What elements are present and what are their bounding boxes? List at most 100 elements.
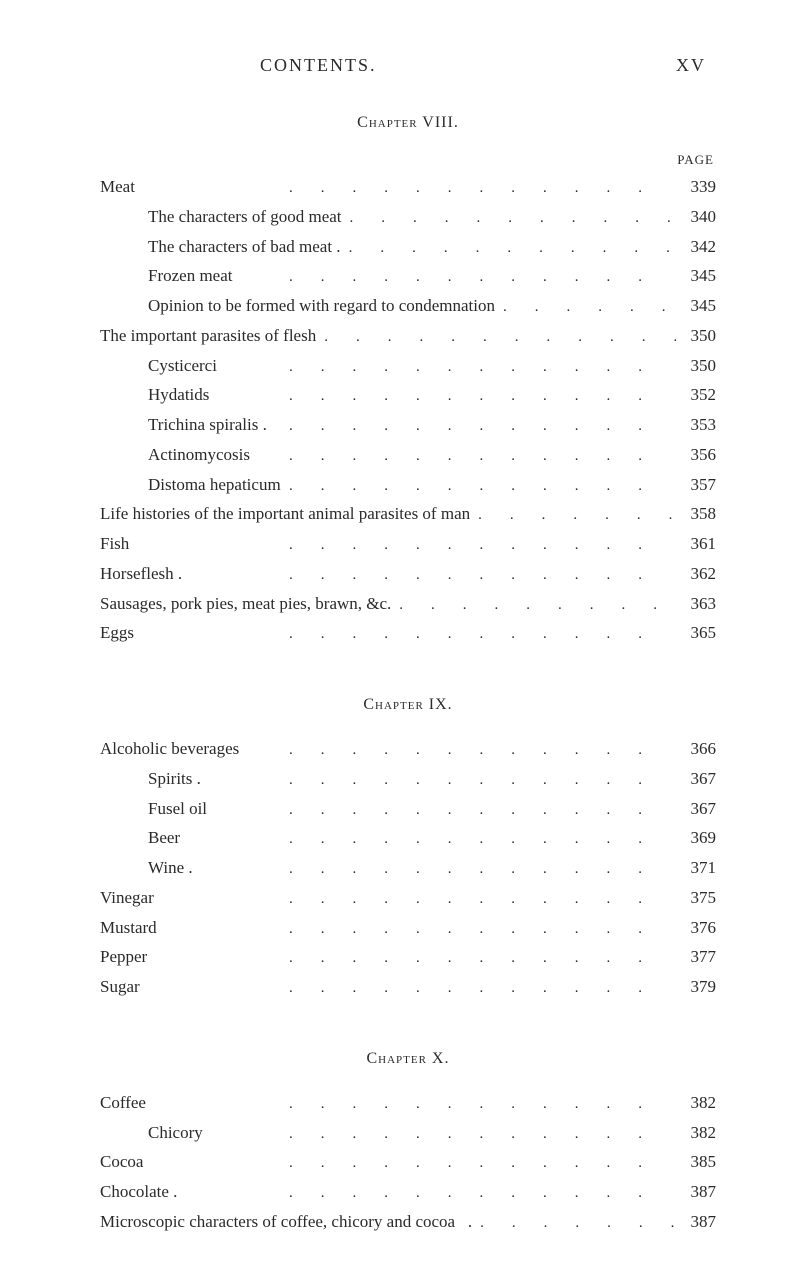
toc-entry: Opinion to be formed with regard to cond…	[100, 291, 716, 321]
toc-dot-leader: ............	[143, 1150, 676, 1176]
toc-dot-leader: ............	[472, 1210, 676, 1236]
chapter-title: Chapter VIII.	[100, 114, 716, 132]
toc-entry-page: 362	[676, 559, 716, 589]
toc-entry-page: 342	[676, 232, 716, 262]
toc-entry-page: 367	[676, 764, 716, 794]
toc-entry-label: Distoma hepaticum	[100, 470, 281, 500]
toc-dot-leader: ............	[180, 826, 676, 852]
toc-entry-label: The important parasites of flesh	[100, 321, 316, 351]
toc-entry-label: Actinomycosis	[100, 440, 250, 470]
page-column-label: PAGE	[100, 152, 714, 168]
toc-entry: Cysticerci............350	[100, 351, 716, 381]
toc-entry: Coffee............382	[100, 1088, 716, 1118]
toc-entry: Spirits .............367	[100, 764, 716, 794]
toc-entry-label: Frozen meat	[100, 261, 233, 291]
toc-entry: Eggs............365	[100, 618, 716, 648]
toc-dot-leader: ............	[470, 502, 676, 528]
toc-entry-label: Mustard	[100, 913, 157, 943]
toc-entry-page: 382	[676, 1118, 716, 1148]
toc-dot-leader: ............	[342, 205, 676, 231]
toc-dot-leader: ............	[135, 175, 676, 201]
toc-entry-page: 339	[676, 172, 716, 202]
page-header: CONTENTS. XV	[100, 55, 716, 76]
header-page-roman: XV	[676, 55, 706, 76]
toc-dot-leader: ............	[182, 562, 676, 588]
toc-entry-label: The characters of bad meat .	[100, 232, 341, 262]
toc-entry: Alcoholic beverages............366	[100, 734, 716, 764]
toc-entry-page: 357	[676, 470, 716, 500]
toc-entry-label: The characters of good meat	[100, 202, 342, 232]
toc-dot-leader: ............	[157, 916, 676, 942]
toc-entry-page: 376	[676, 913, 716, 943]
header-title: CONTENTS.	[260, 55, 377, 76]
toc-dot-leader: ............	[203, 1121, 676, 1147]
toc-entry-page: 377	[676, 942, 716, 972]
toc-entry-label: Horseflesh .	[100, 559, 182, 589]
toc-entry-page: 345	[676, 261, 716, 291]
toc-entry-page: 363	[676, 589, 716, 619]
toc-entry-label: Chicory	[100, 1118, 203, 1148]
toc-entry-label: Spirits .	[100, 764, 201, 794]
chapter-section: Chapter X.Coffee............382Chicory..…	[100, 1050, 716, 1237]
toc-entry: Mustard............376	[100, 913, 716, 943]
toc-entry: Meat............339	[100, 172, 716, 202]
toc-entry-label: Sugar	[100, 972, 140, 1002]
toc-entry-label: Vinegar	[100, 883, 154, 913]
toc-dot-leader: ............	[391, 592, 676, 618]
toc-entry-label: Wine .	[100, 853, 193, 883]
toc-entry-page: 340	[676, 202, 716, 232]
toc-entry-label: Hydatids	[100, 380, 209, 410]
toc-entry: Life histories of the important animal p…	[100, 499, 716, 529]
toc-entry-page: 369	[676, 823, 716, 853]
toc-entry-label: Chocolate .	[100, 1177, 177, 1207]
toc-entry-label: Fish	[100, 529, 129, 559]
toc-dot-leader: ............	[341, 235, 676, 261]
toc-entry-page: 382	[676, 1088, 716, 1118]
toc-entry-page: 350	[676, 321, 716, 351]
toc-dot-leader: ............	[147, 945, 676, 971]
toc-entry-page: 387	[676, 1207, 716, 1237]
toc-dot-leader: ............	[146, 1091, 676, 1117]
toc-entry-label: Coffee	[100, 1088, 146, 1118]
toc-dot-leader: ............	[267, 413, 676, 439]
toc-dot-leader: ............	[201, 767, 676, 793]
toc-entry: Chicory............382	[100, 1118, 716, 1148]
toc-dot-leader: ............	[193, 856, 676, 882]
toc-entry: Distoma hepaticum............357	[100, 470, 716, 500]
toc-entry: Vinegar............375	[100, 883, 716, 913]
toc-entry-page: 353	[676, 410, 716, 440]
toc-dot-leader: ............	[217, 354, 676, 380]
toc-dot-leader: ............	[207, 797, 676, 823]
toc-entry-label: Fusel oil	[100, 794, 207, 824]
toc-entry: Fish............361	[100, 529, 716, 559]
toc-entry-label: Cysticerci	[100, 351, 217, 381]
toc-entry: Beer............369	[100, 823, 716, 853]
toc-entry-page: 358	[676, 499, 716, 529]
toc-entry-label: Trichina spiralis .	[100, 410, 267, 440]
toc-dot-leader: ............	[129, 532, 676, 558]
toc-entry: Cocoa............385	[100, 1147, 716, 1177]
toc-dot-leader: ............	[209, 383, 676, 409]
toc-entry-page: 352	[676, 380, 716, 410]
toc-dot-leader: ............	[281, 473, 676, 499]
toc-entry-page: 375	[676, 883, 716, 913]
toc-entry: Microscopic characters of coffee, chicor…	[100, 1207, 716, 1237]
toc-entry-label: Cocoa	[100, 1147, 143, 1177]
toc-dot-leader: ............	[140, 975, 676, 1001]
toc-entry-page: 356	[676, 440, 716, 470]
toc-dot-leader: ............	[495, 294, 676, 320]
table-of-contents: Chapter VIII.PAGEMeat............339The …	[100, 114, 716, 1237]
toc-entry: Horseflesh .............362	[100, 559, 716, 589]
toc-entry-page: 385	[676, 1147, 716, 1177]
toc-entry-label: Beer	[100, 823, 180, 853]
toc-entry-label: Pepper	[100, 942, 147, 972]
toc-dot-leader: ............	[239, 737, 676, 763]
toc-entry-label: Life histories of the important animal p…	[100, 499, 470, 529]
toc-entry-label: Microscopic characters of coffee, chicor…	[100, 1207, 472, 1237]
toc-dot-leader: ............	[233, 264, 677, 290]
toc-entry-label: Meat	[100, 172, 135, 202]
toc-entry-page: 371	[676, 853, 716, 883]
toc-dot-leader: ............	[134, 621, 676, 647]
toc-entry: The characters of bad meat .............…	[100, 232, 716, 262]
toc-entry-page: 345	[676, 291, 716, 321]
